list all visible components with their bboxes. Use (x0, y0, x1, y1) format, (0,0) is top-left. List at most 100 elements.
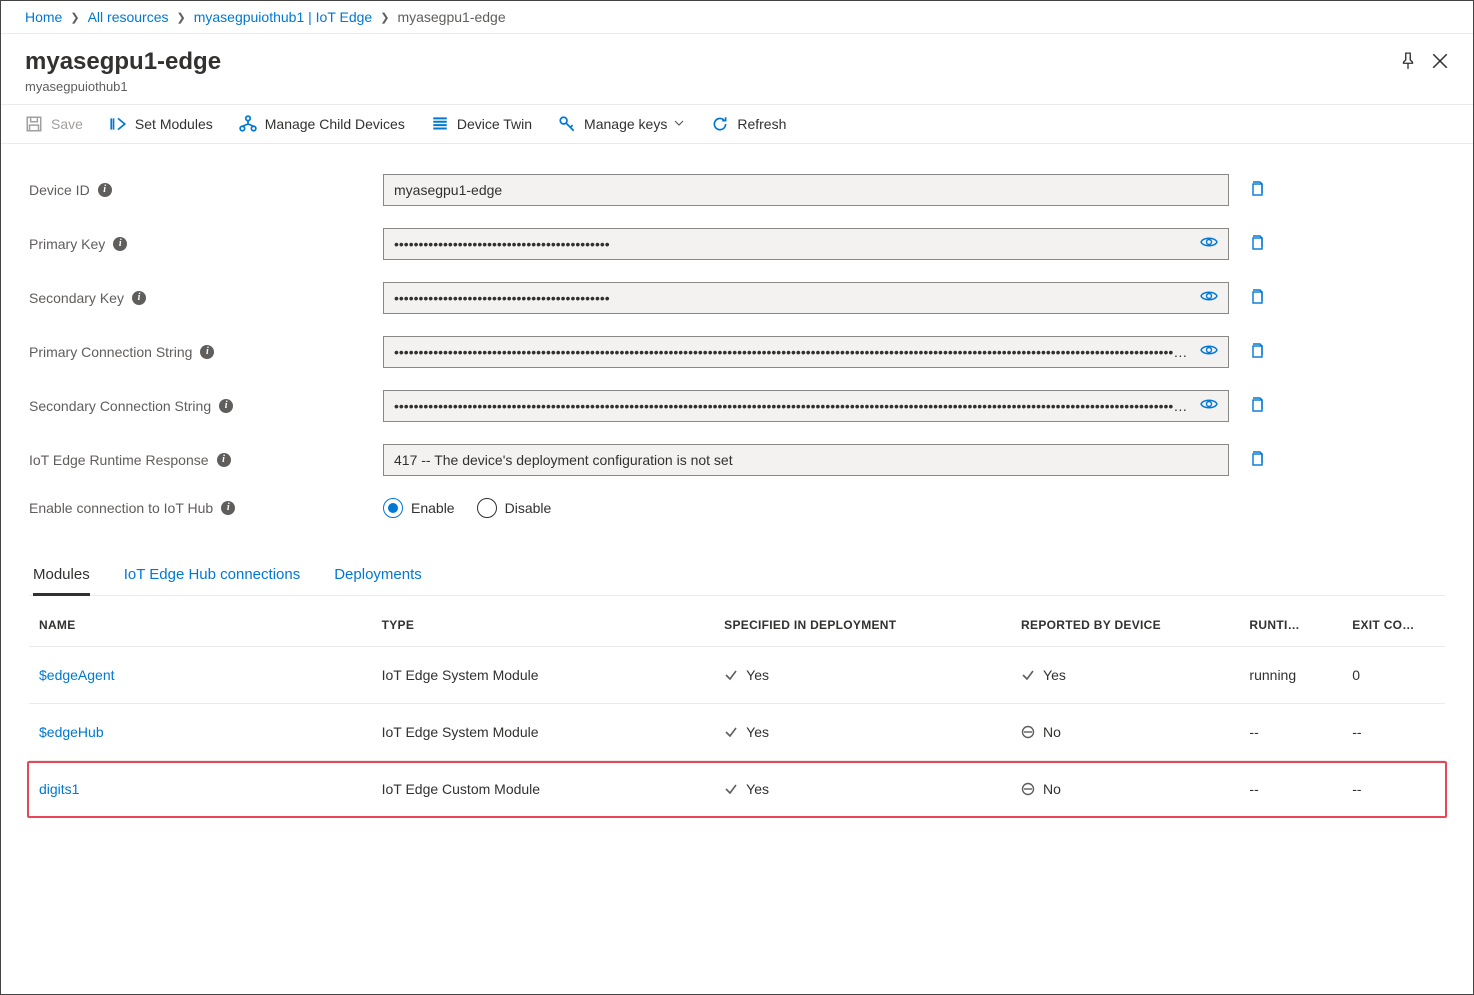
secondary-conn-row: Secondary Connection String i ••••••••••… (29, 390, 1445, 422)
chevron-right-icon: ❯ (380, 11, 389, 24)
device-id-input[interactable]: myasegpu1-edge (383, 174, 1229, 206)
runtime-status: running (1239, 646, 1342, 703)
copy-icon[interactable] (1249, 449, 1267, 470)
manage-child-devices-button[interactable]: Manage Child Devices (239, 115, 405, 133)
exit-code: -- (1342, 703, 1445, 760)
refresh-label: Refresh (737, 116, 786, 132)
col-name[interactable]: NAME (29, 600, 372, 647)
tab-modules[interactable]: Modules (33, 558, 90, 596)
info-icon[interactable]: i (98, 183, 112, 197)
col-runtime[interactable]: RUNTI… (1239, 600, 1342, 647)
secondary-conn-input[interactable]: ••••••••••••••••••••••••••••••••••••••••… (383, 390, 1229, 422)
info-icon[interactable]: i (217, 453, 231, 467)
copy-icon[interactable] (1249, 341, 1267, 362)
primary-key-row: Primary Key i ••••••••••••••••••••••••••… (29, 228, 1445, 260)
reveal-icon[interactable] (1200, 235, 1218, 252)
save-label: Save (51, 116, 83, 132)
primary-conn-value: ••••••••••••••••••••••••••••••••••••••••… (394, 344, 1192, 360)
runtime-response-value: 417 -- The device's deployment configura… (394, 452, 1218, 468)
disable-radio[interactable]: Disable (477, 498, 552, 518)
reported-status: No (1021, 724, 1229, 740)
primary-conn-label: Primary Connection String (29, 344, 192, 360)
copy-icon[interactable] (1249, 179, 1267, 200)
info-icon[interactable]: i (219, 399, 233, 413)
breadcrumb-home[interactable]: Home (25, 9, 62, 25)
page-title: myasegpu1-edge (25, 48, 221, 77)
breadcrumb-all-resources[interactable]: All resources (88, 9, 169, 25)
disable-radio-label: Disable (505, 500, 552, 516)
table-row: digits1 IoT Edge Custom Module Yes No --… (29, 760, 1445, 817)
save-icon (25, 115, 43, 133)
runtime-status: -- (1239, 760, 1342, 817)
set-modules-button[interactable]: Set Modules (109, 115, 213, 133)
table-row: $edgeHub IoT Edge System Module Yes No -… (29, 703, 1445, 760)
device-id-value: myasegpu1-edge (394, 182, 1218, 198)
secondary-conn-value: ••••••••••••••••••••••••••••••••••••••••… (394, 398, 1192, 414)
refresh-button[interactable]: Refresh (711, 115, 786, 133)
secondary-key-row: Secondary Key i ••••••••••••••••••••••••… (29, 282, 1445, 314)
key-icon (558, 115, 576, 133)
device-id-row: Device ID i myasegpu1-edge (29, 174, 1445, 206)
primary-key-label: Primary Key (29, 236, 105, 252)
tab-iot-edge-hub-connections[interactable]: IoT Edge Hub connections (124, 558, 301, 595)
page-header: myasegpu1-edge myasegpuiothub1 (1, 34, 1473, 105)
manage-keys-button[interactable]: Manage keys (558, 115, 685, 133)
set-modules-label: Set Modules (135, 116, 213, 132)
copy-icon[interactable] (1249, 395, 1267, 416)
breadcrumb-iot-edge[interactable]: myasegpuiothub1 | IoT Edge (194, 9, 373, 25)
col-exitcode[interactable]: EXIT CO… (1342, 600, 1445, 647)
set-modules-icon (109, 115, 127, 133)
module-name-link[interactable]: $edgeAgent (39, 667, 115, 683)
module-type: IoT Edge Custom Module (372, 760, 715, 817)
chevron-right-icon: ❯ (70, 11, 79, 24)
module-name-link[interactable]: $edgeHub (39, 724, 104, 740)
secondary-key-input[interactable]: ••••••••••••••••••••••••••••••••••••••••… (383, 282, 1229, 314)
exit-code: 0 (1342, 646, 1445, 703)
refresh-icon (711, 115, 729, 133)
specified-status: Yes (724, 724, 1001, 740)
toolbar: Save Set Modules Manage Child Devices De… (1, 105, 1473, 144)
col-type[interactable]: TYPE (372, 600, 715, 647)
specified-status: Yes (724, 781, 1001, 797)
module-type: IoT Edge System Module (372, 646, 715, 703)
device-twin-button[interactable]: Device Twin (431, 115, 532, 133)
info-icon[interactable]: i (113, 237, 127, 251)
primary-key-input[interactable]: ••••••••••••••••••••••••••••••••••••••••… (383, 228, 1229, 260)
close-icon[interactable] (1431, 52, 1449, 70)
primary-conn-input[interactable]: ••••••••••••••••••••••••••••••••••••••••… (383, 336, 1229, 368)
runtime-response-row: IoT Edge Runtime Response i 417 -- The d… (29, 444, 1445, 476)
pin-icon[interactable] (1399, 52, 1417, 70)
reported-status: Yes (1021, 667, 1229, 683)
copy-icon[interactable] (1249, 287, 1267, 308)
chevron-right-icon: ❯ (177, 11, 186, 24)
col-reported[interactable]: REPORTED BY DEVICE (1011, 600, 1239, 647)
runtime-response-input[interactable]: 417 -- The device's deployment configura… (383, 444, 1229, 476)
copy-icon[interactable] (1249, 233, 1267, 254)
reveal-icon[interactable] (1200, 343, 1218, 360)
modules-table-wrap: NAME TYPE SPECIFIED IN DEPLOYMENT REPORT… (29, 600, 1445, 818)
reveal-icon[interactable] (1200, 289, 1218, 306)
breadcrumb-current: myasegpu1-edge (397, 9, 505, 25)
enable-radio-label: Enable (411, 500, 455, 516)
table-row: $edgeAgent IoT Edge System Module Yes Ye… (29, 646, 1445, 703)
primary-key-value: ••••••••••••••••••••••••••••••••••••••••… (394, 236, 1192, 252)
reveal-icon[interactable] (1200, 397, 1218, 414)
secondary-key-value: ••••••••••••••••••••••••••••••••••••••••… (394, 290, 1192, 306)
enable-radio[interactable]: Enable (383, 498, 455, 518)
manage-child-devices-label: Manage Child Devices (265, 116, 405, 132)
modules-table: NAME TYPE SPECIFIED IN DEPLOYMENT REPORT… (29, 600, 1445, 818)
module-name-link[interactable]: digits1 (39, 781, 79, 797)
col-specified[interactable]: SPECIFIED IN DEPLOYMENT (714, 600, 1011, 647)
info-icon[interactable]: i (200, 345, 214, 359)
enable-conn-label: Enable connection to IoT Hub (29, 500, 213, 516)
exit-code: -- (1342, 760, 1445, 817)
info-icon[interactable]: i (221, 501, 235, 515)
breadcrumb: Home ❯ All resources ❯ myasegpuiothub1 |… (1, 1, 1473, 34)
save-button: Save (25, 115, 83, 133)
primary-conn-row: Primary Connection String i ••••••••••••… (29, 336, 1445, 368)
tab-deployments[interactable]: Deployments (334, 558, 422, 595)
secondary-conn-label: Secondary Connection String (29, 398, 211, 414)
device-id-label: Device ID (29, 182, 90, 198)
tabs: Modules IoT Edge Hub connections Deploym… (29, 558, 1445, 596)
info-icon[interactable]: i (132, 291, 146, 305)
